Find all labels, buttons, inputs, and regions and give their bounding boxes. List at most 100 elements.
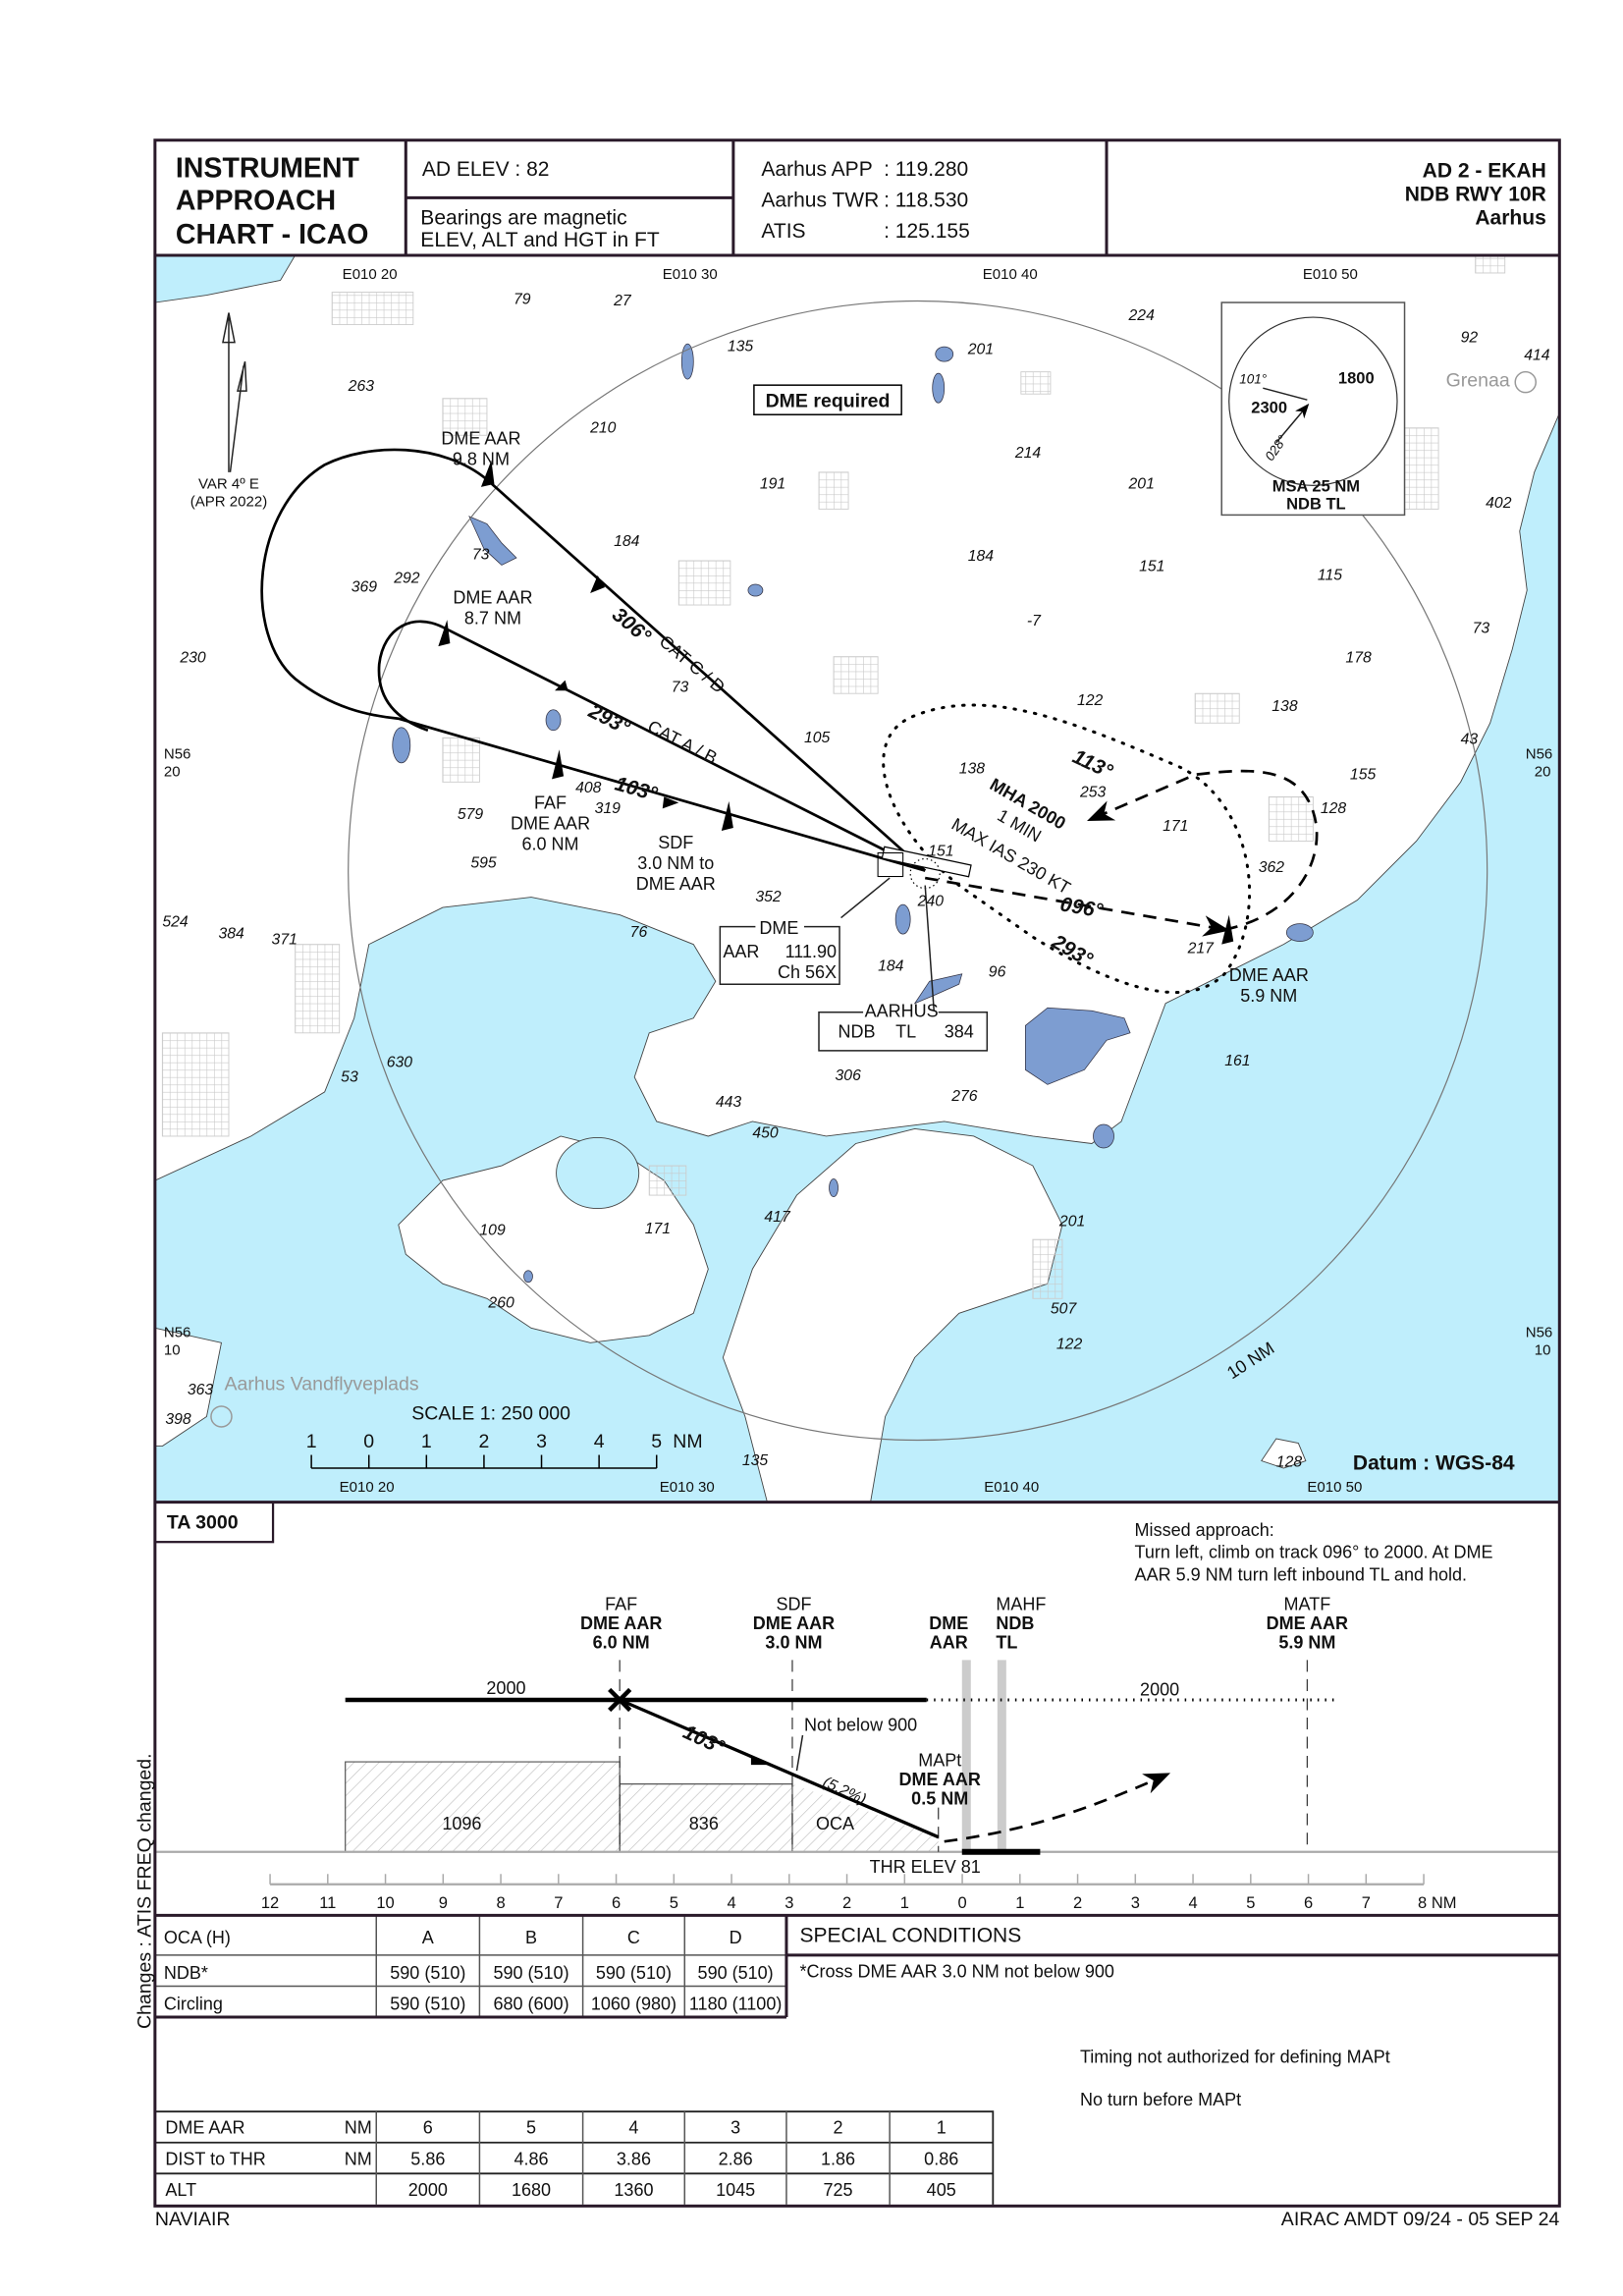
dme-cell: 725	[824, 2180, 853, 2200]
track-label: 113°	[1069, 745, 1116, 784]
aid-leader-lines	[840, 877, 935, 1011]
dme-cell: 4.86	[514, 2149, 548, 2168]
scale-tick-label: 5	[651, 1431, 662, 1452]
minima-cell: NDB*	[164, 1963, 208, 1983]
latitude-label: N56	[1526, 745, 1553, 762]
spot-height: 253	[1079, 784, 1107, 800]
fix-label: DME AAR	[511, 813, 590, 833]
track-label: 293°	[584, 699, 634, 739]
scale-tick-label: 1	[306, 1431, 317, 1452]
axis-tick-label: 5	[670, 1893, 678, 1912]
oca-value: 836	[689, 1814, 719, 1833]
dme-cell: 1045	[716, 2180, 755, 2200]
profile-fix-label: TL	[996, 1632, 1017, 1652]
minima-cell: 590 (510)	[390, 1995, 465, 2014]
altitude-label: 2000	[486, 1678, 525, 1698]
profile-fix-label: AAR	[930, 1632, 968, 1652]
latitude-label: N56	[1526, 1324, 1553, 1340]
fix-label: 8.7 NM	[464, 609, 521, 629]
dme-cell: 1	[937, 2118, 947, 2138]
minima-header: D	[730, 1928, 742, 1947]
spot-height: 79	[514, 292, 531, 308]
oca-area-1096	[345, 1761, 621, 1853]
anchor-icon	[210, 1405, 233, 1428]
spot-height: 201	[1058, 1214, 1085, 1230]
bearings-note: Bearings are magnetic	[420, 206, 626, 229]
spot-height: 319	[595, 800, 622, 817]
dme-channel: Ch 56X	[778, 962, 837, 982]
axis-tick-label: 10	[376, 1893, 394, 1912]
spot-height: 398	[165, 1411, 191, 1428]
spot-height: 224	[1128, 307, 1156, 324]
sea	[154, 254, 297, 303]
spot-height: 171	[645, 1221, 671, 1237]
longitude-label: E010 20	[340, 1479, 395, 1496]
dme-ident: AAR	[723, 942, 759, 961]
axis-tick-label: 5	[1246, 1893, 1255, 1912]
chart-title-line: CHART - ICAO	[176, 219, 369, 250]
spot-height: 138	[1271, 698, 1298, 715]
procedure-turn-cat-ab	[377, 620, 444, 733]
airport-name: Aarhus	[1475, 206, 1545, 229]
spot-height: 76	[630, 924, 648, 941]
axis-tick-label: 2	[842, 1893, 851, 1912]
axis-tick-label: 7	[1362, 1893, 1371, 1912]
missed-approach-text: AAR 5.9 NM turn left inbound TL and hold…	[1135, 1564, 1468, 1584]
spot-height: 369	[352, 579, 378, 596]
spot-height: 276	[950, 1088, 978, 1105]
profile-fix-label: DME AAR	[580, 1613, 662, 1633]
track-label: 293°	[1048, 930, 1098, 971]
fix-verticals	[619, 1660, 1308, 1852]
10nm-range-ring	[348, 300, 1488, 1442]
spot-height: 171	[1163, 818, 1188, 835]
msa-title: MSA 25 NM	[1272, 476, 1360, 495]
scale-tick-label: 2	[478, 1431, 489, 1452]
spot-height: 384	[218, 926, 244, 943]
scale-tick-label: 0	[363, 1431, 374, 1452]
spot-height: 524	[162, 914, 189, 931]
axis-tick-label: 12	[261, 1893, 279, 1912]
longitude-label: E010 40	[983, 266, 1038, 283]
dme-cell: 405	[927, 2180, 956, 2200]
dme-info-box	[719, 925, 840, 985]
freq-label: Aarhus APP	[761, 158, 872, 181]
land-island	[154, 1327, 223, 1447]
scale-tick-label: 1	[421, 1431, 432, 1452]
scale-bar: 1 0 1 2 3 4 5	[306, 1431, 662, 1469]
spot-height: 151	[928, 843, 953, 859]
spot-height: 191	[760, 475, 785, 492]
spot-height: 161	[1224, 1053, 1250, 1069]
dme-row-unit: NM	[345, 2149, 372, 2168]
axis-tick-label: 2	[1073, 1893, 1082, 1912]
axis-tick-label: 1	[900, 1893, 909, 1912]
axis-tick-label: 8	[496, 1893, 505, 1912]
spot-height: 96	[989, 964, 1006, 981]
profile-track-label: 103°	[679, 1721, 729, 1759]
fix-label: DME AAR	[636, 874, 716, 894]
dme-cell: 1680	[512, 2180, 551, 2200]
header-dividers	[404, 139, 1109, 255]
publisher: NAVIAIR	[155, 2209, 231, 2230]
dme-cell: 5.86	[410, 2149, 445, 2168]
descent-arrow-icon	[750, 1756, 768, 1766]
dme-row-unit: NM	[345, 2118, 372, 2138]
land-island	[1261, 1438, 1307, 1469]
profile-fix-label: DME AAR	[1267, 1613, 1348, 1633]
mapt-label: 0.5 NM	[911, 1789, 968, 1809]
latitude-label: 10	[164, 1341, 181, 1358]
spot-height: 184	[968, 548, 995, 565]
change-note: Changes : ATIS FREQ changed.	[134, 1753, 155, 2029]
axis-tick-label: 11	[319, 1893, 336, 1912]
magnetic-north-arrow-icon	[229, 360, 247, 472]
fix-label: 5.9 NM	[1240, 986, 1297, 1006]
dme-required-label: DME required	[766, 391, 891, 412]
minima-cell: 680 (600)	[493, 1995, 568, 2014]
dme-cell: 1360	[614, 2180, 653, 2200]
spot-height: 155	[1350, 766, 1377, 783]
freq-label: Aarhus TWR	[761, 189, 879, 211]
procedure-turn-cat-cd	[260, 448, 926, 872]
spot-height: 417	[764, 1209, 791, 1226]
minima-frame	[154, 1913, 1560, 2019]
